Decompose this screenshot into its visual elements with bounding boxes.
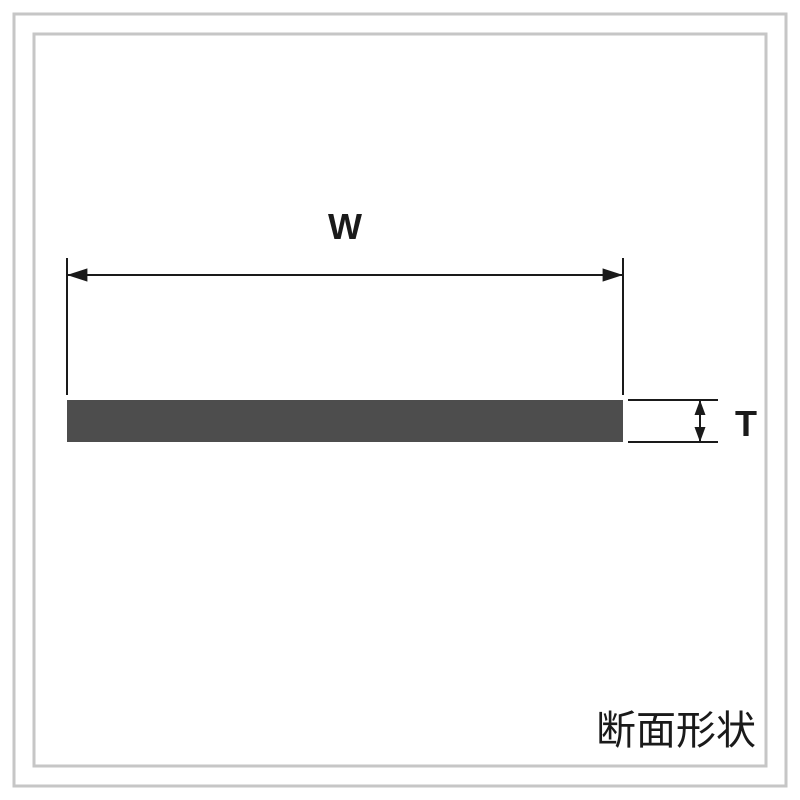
cross-section-bar xyxy=(67,400,623,442)
caption-label: 断面形状 xyxy=(596,709,756,753)
cross-section-svg: W T 断面形状 xyxy=(0,0,800,800)
diagram-canvas: W T 断面形状 xyxy=(0,0,800,800)
width-label: W xyxy=(328,206,362,247)
thickness-label: T xyxy=(735,403,757,444)
